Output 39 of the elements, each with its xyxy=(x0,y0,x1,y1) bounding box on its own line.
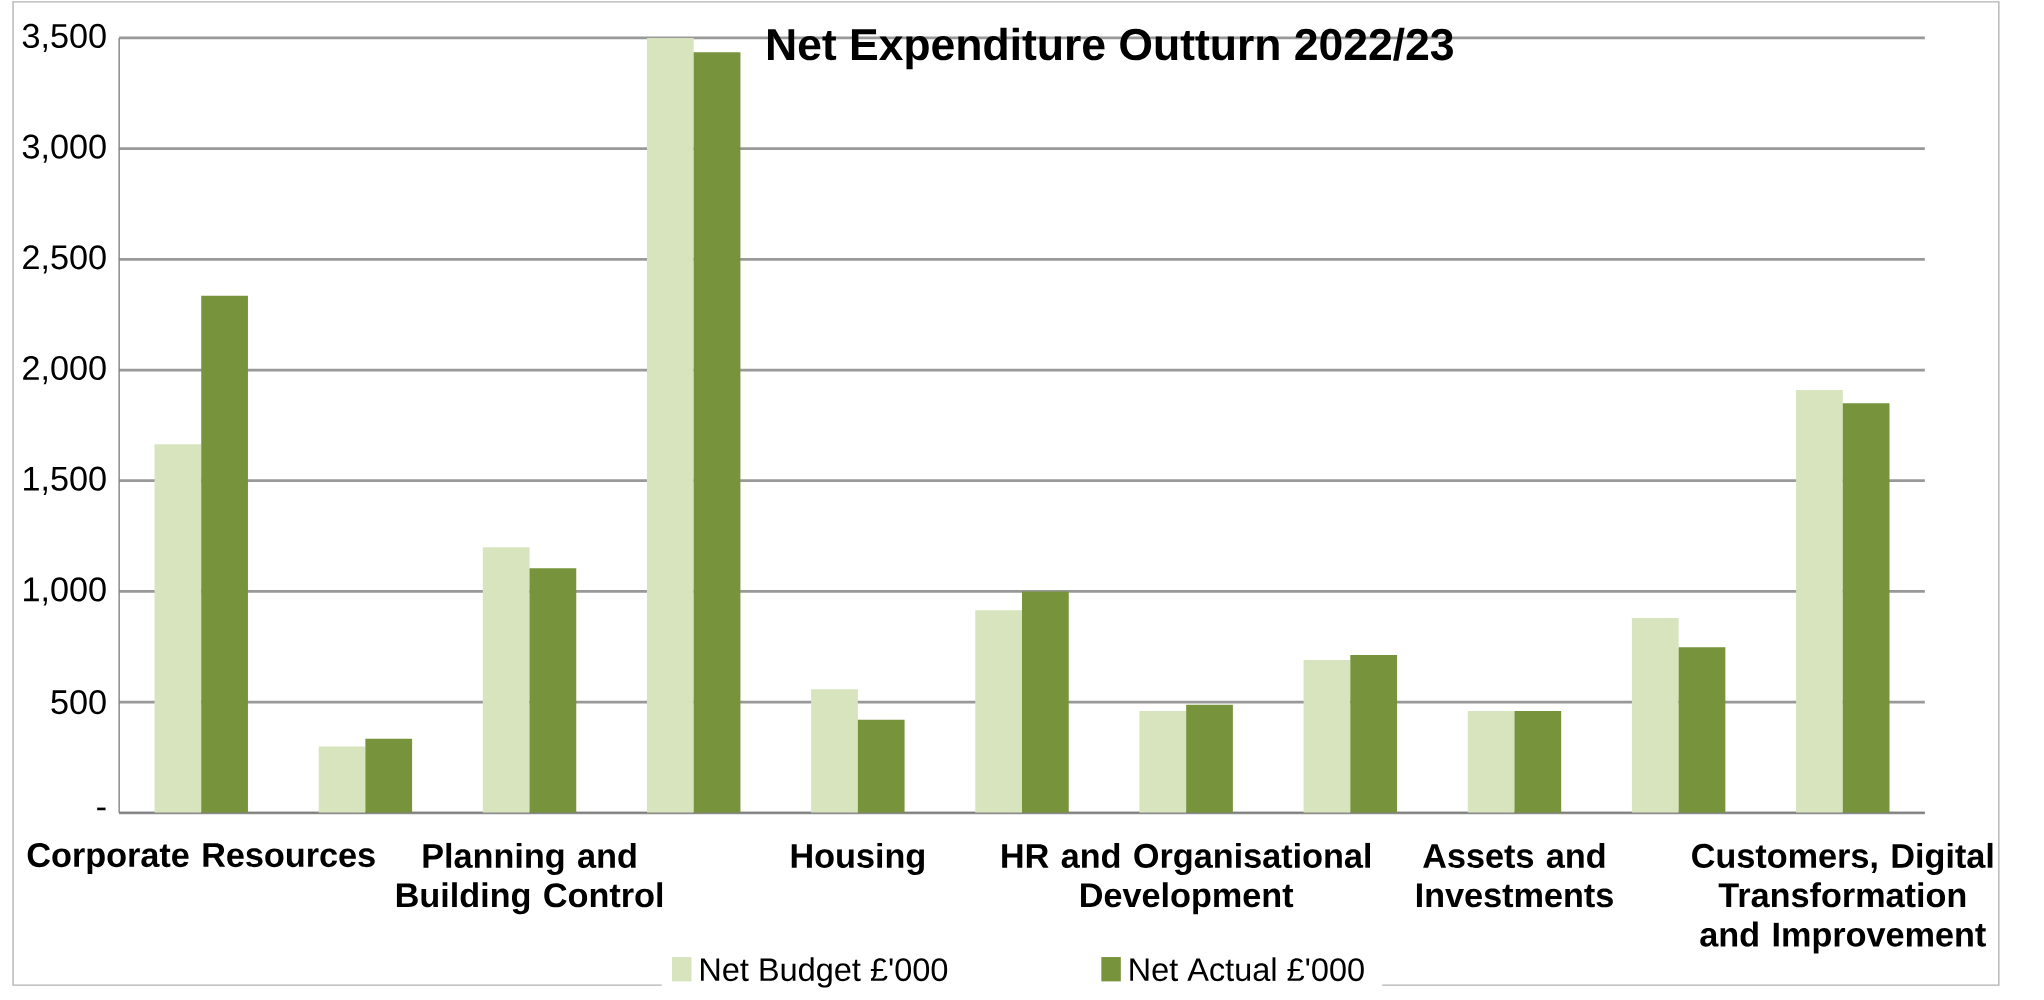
bar xyxy=(529,568,577,813)
bar xyxy=(1631,618,1679,813)
bar xyxy=(1186,704,1233,813)
x-tick-label: HR and Organisational Development xyxy=(1002,843,1371,915)
x-tick-label: Customers, Digital Transformation and Improvement xyxy=(1692,843,1993,954)
bar xyxy=(1467,711,1515,813)
bar xyxy=(693,52,741,813)
bar xyxy=(811,689,858,813)
bar xyxy=(365,738,413,813)
bar xyxy=(1842,403,1890,813)
bar xyxy=(1796,390,1843,813)
y-tick-label: 500 xyxy=(51,690,106,715)
bar xyxy=(1514,711,1562,813)
y-tick-label: 2,500 xyxy=(23,245,106,274)
bar xyxy=(1350,655,1398,813)
x-tick-label: Planning and Building Control xyxy=(396,843,663,915)
x-tick-label: Assets and Investments xyxy=(1416,843,1613,908)
x-tick-label: Corporate Resources xyxy=(27,843,375,875)
bar xyxy=(1678,647,1726,813)
chart-title: Net Expenditure Outturn 2022/23 xyxy=(767,27,1453,70)
x-tick-label: Housing xyxy=(791,843,924,876)
y-tick-label: 1,500 xyxy=(24,466,106,496)
y-tick-label: 3,500 xyxy=(22,23,106,53)
bar xyxy=(154,444,202,813)
bar xyxy=(646,38,694,813)
bar xyxy=(857,719,905,813)
bar xyxy=(201,296,248,813)
bar xyxy=(1139,711,1187,813)
legend-label: Net Budget £'000 xyxy=(701,957,948,988)
bar xyxy=(482,547,530,813)
bar xyxy=(1303,660,1351,813)
bar xyxy=(318,746,366,813)
y-tick-label: 1,000 xyxy=(24,577,106,606)
bar xyxy=(1022,591,1069,813)
legend-label: Net Actual £'000 xyxy=(1130,957,1364,982)
bar xyxy=(975,610,1022,813)
y-tick-label: 2,000 xyxy=(23,356,106,385)
y-tick-label: - xyxy=(97,807,106,811)
y-tick-label: 3,000 xyxy=(22,134,106,163)
